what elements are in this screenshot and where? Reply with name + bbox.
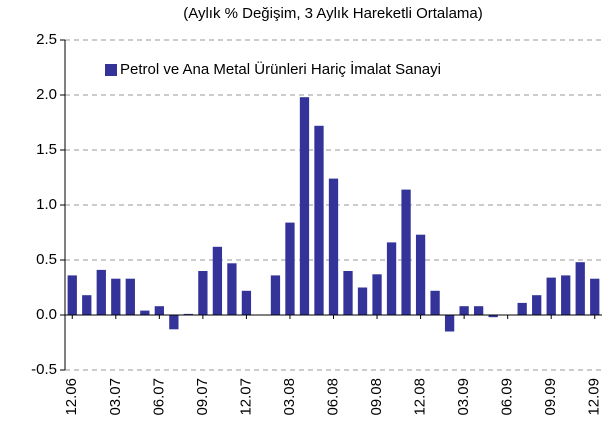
bar [96, 269, 106, 315]
bar [401, 189, 411, 315]
bar [328, 178, 339, 315]
x-tick-label: 12.06 [63, 378, 80, 416]
bar [82, 295, 92, 315]
bar [67, 275, 77, 315]
bar [169, 315, 179, 330]
bar [459, 306, 469, 315]
bar [357, 287, 368, 315]
bar [575, 262, 585, 315]
x-tick-label: 03.07 [107, 378, 124, 416]
x-tick-label: 06.07 [150, 378, 167, 416]
bar [198, 271, 208, 315]
bar [111, 278, 121, 315]
bar [546, 277, 556, 315]
y-tick-label: 2.5 [36, 31, 57, 48]
bar [473, 306, 484, 315]
bar [183, 313, 194, 315]
bar [227, 263, 237, 315]
x-tick-label: 03.08 [281, 378, 298, 416]
bar [299, 97, 310, 315]
x-tick-label: 09.08 [368, 378, 385, 416]
bar [343, 271, 353, 315]
bar [241, 290, 252, 315]
bar [270, 275, 281, 315]
bar [125, 278, 135, 315]
y-tick-label: 0.5 [36, 251, 57, 268]
x-tick-label: 09.07 [194, 378, 211, 416]
bar [517, 302, 527, 315]
x-tick-label: 06.08 [324, 378, 341, 416]
x-tick-label: 06.09 [499, 378, 516, 416]
x-tick-label: 09.09 [542, 378, 559, 416]
x-tick-label: 12.09 [586, 378, 603, 416]
y-tick-label: 1.0 [36, 196, 57, 213]
legend-swatch [105, 64, 117, 76]
bar [415, 234, 426, 315]
y-tick-label: 0.0 [36, 306, 57, 323]
x-tick-label: 12.07 [237, 378, 254, 416]
bar [488, 315, 498, 318]
bar [314, 125, 324, 315]
bar [386, 242, 397, 315]
bar [212, 246, 223, 315]
bar [532, 295, 542, 315]
bar [590, 278, 600, 315]
legend-label: Petrol ve Ana Metal Ürünleri Hariç İmala… [120, 60, 441, 78]
bar [444, 315, 455, 332]
bar [140, 310, 150, 315]
chart-title: (Aylık % Değişim, 3 Aylık Hareketli Orta… [183, 5, 483, 22]
bar [285, 222, 295, 315]
bar [430, 290, 440, 315]
bar [561, 275, 571, 315]
x-tick-label: 12.08 [412, 378, 429, 416]
bar [372, 274, 382, 315]
y-tick-label: 1.5 [36, 141, 57, 158]
x-tick-label: 03.09 [455, 378, 472, 416]
bar [154, 306, 164, 315]
y-tick-label: 2.0 [36, 86, 57, 103]
y-tick-label: -0.5 [31, 361, 57, 378]
